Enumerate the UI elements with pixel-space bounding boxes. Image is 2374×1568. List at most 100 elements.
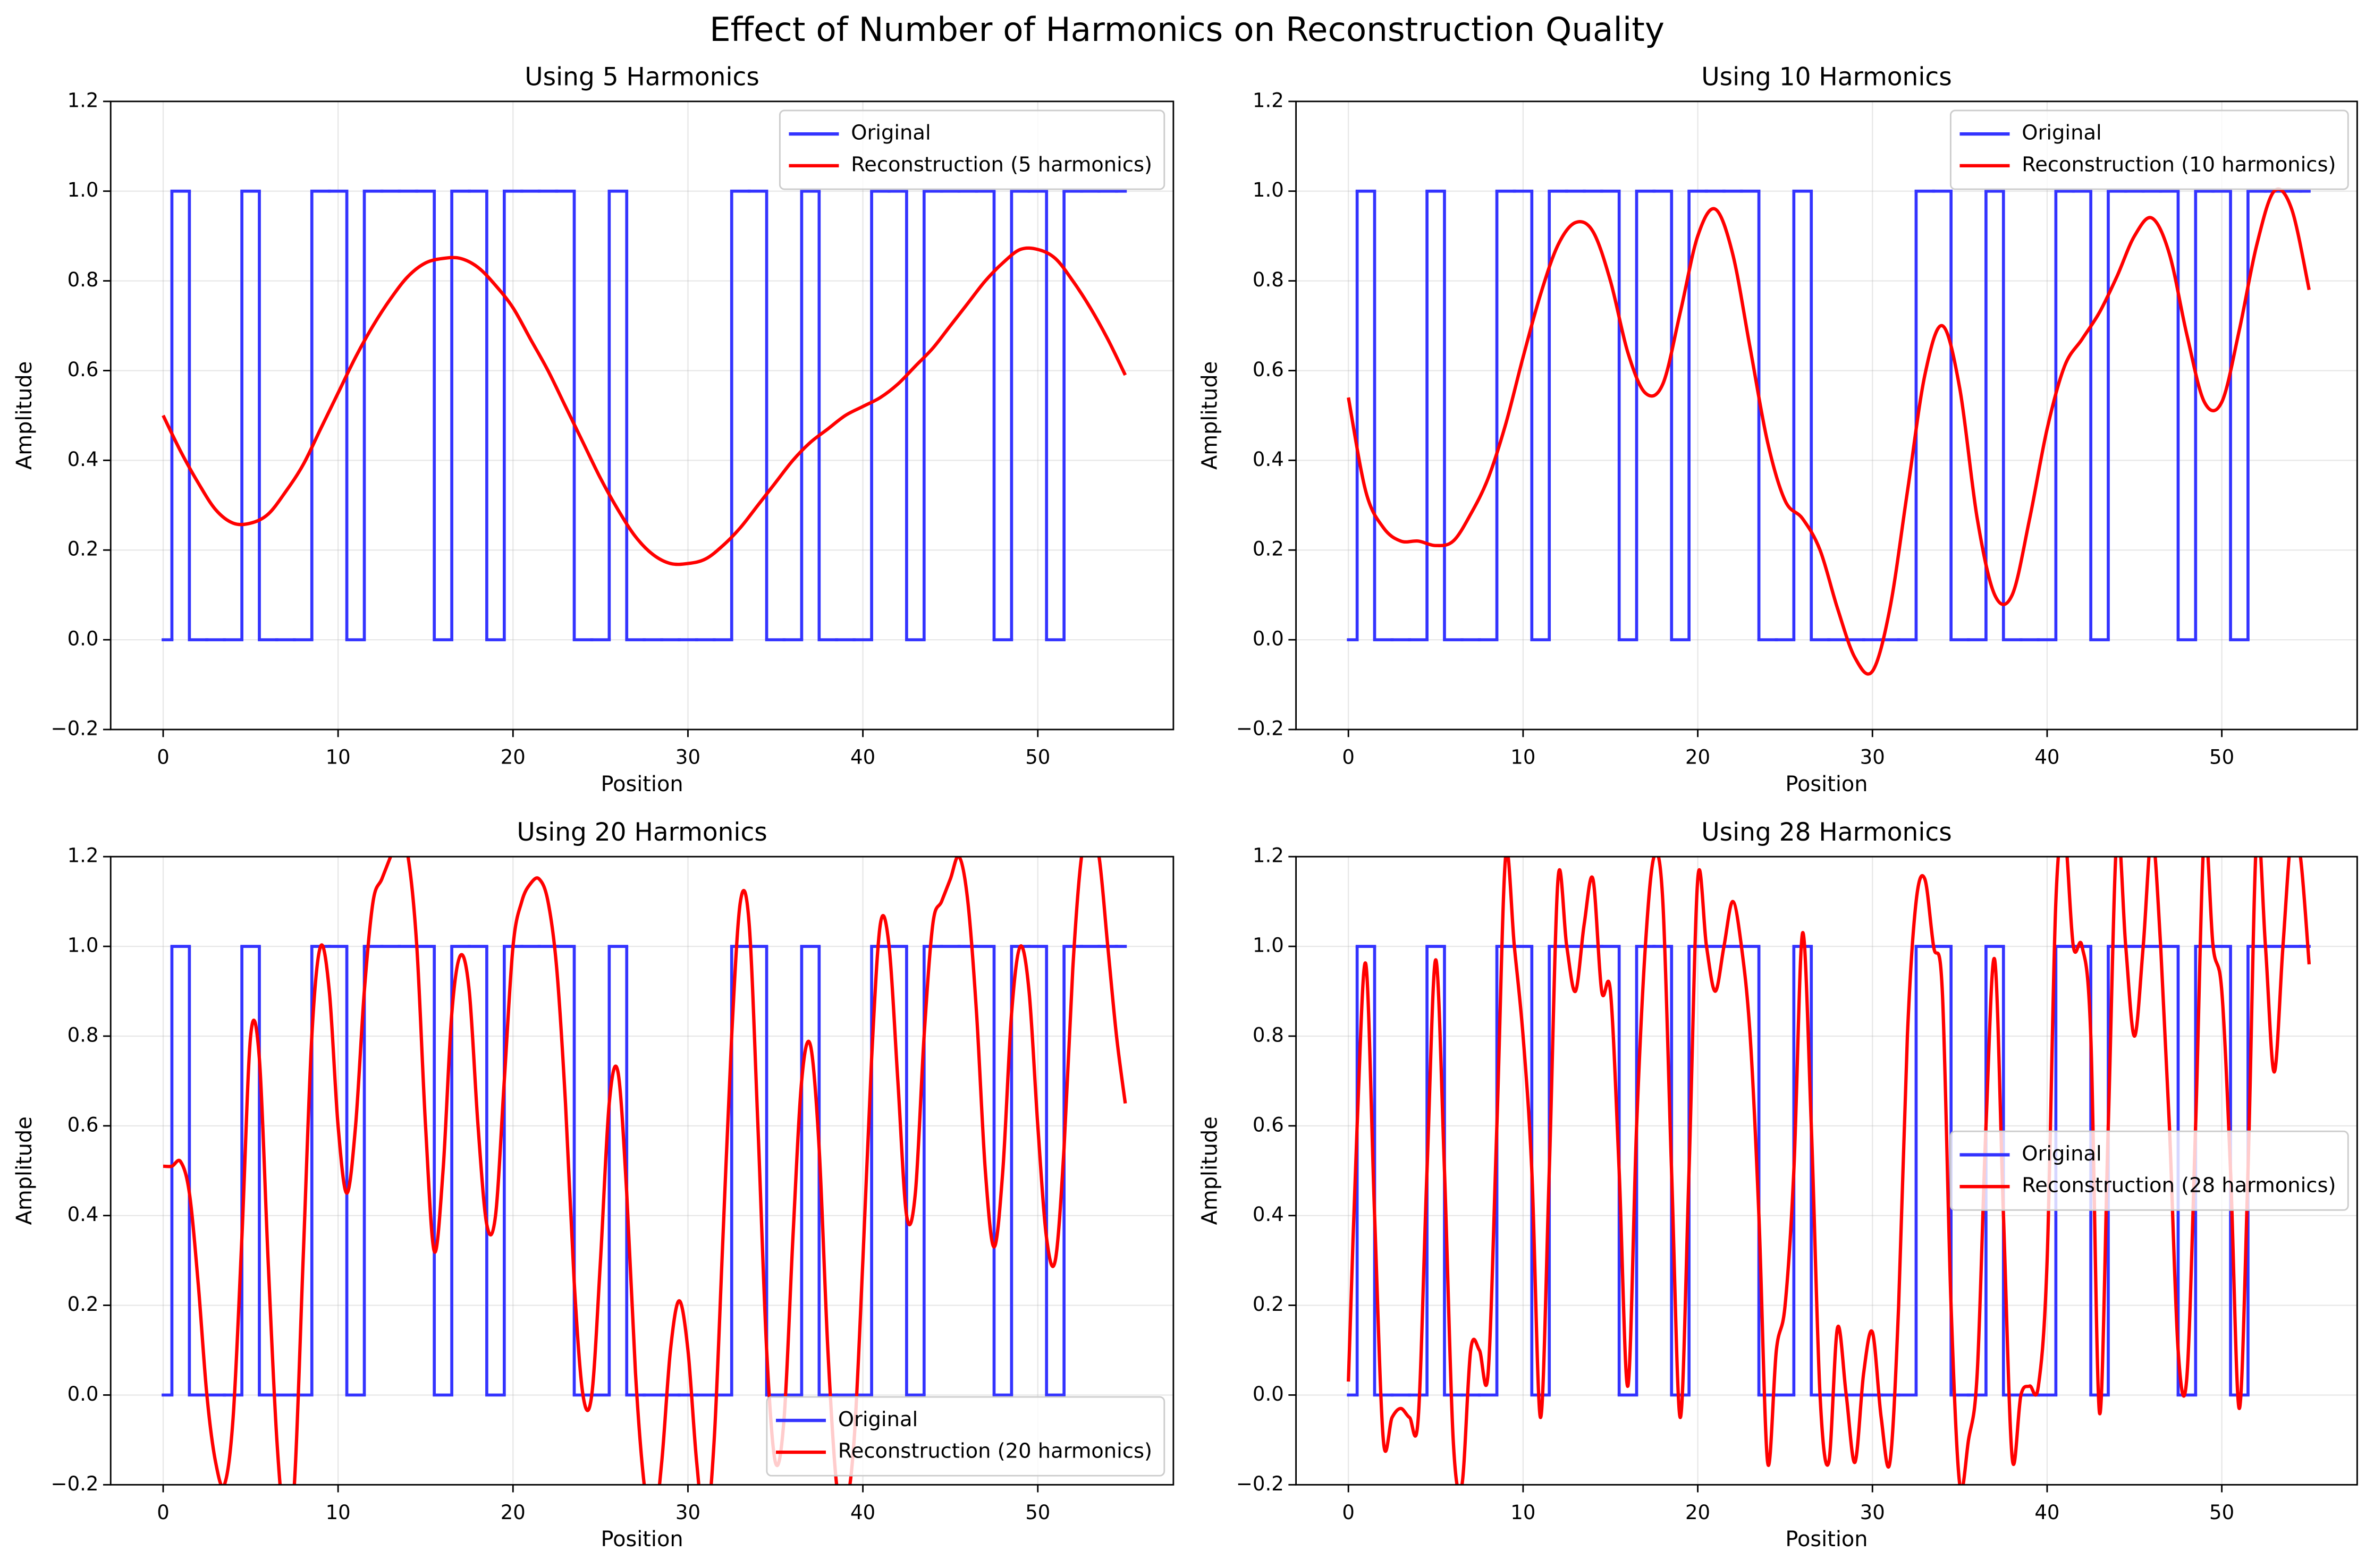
x-axis-label: Position — [601, 772, 683, 796]
y-tick-label: 0.8 — [1253, 268, 1284, 291]
x-tick-label: 10 — [326, 1501, 351, 1524]
subplot: 0 10 20 30 40 50 −0.2 0.0 0.2 0.4 0.6 0.8 1.0 1.2 Usin… — [12, 63, 1175, 796]
y-tick-label: 1.0 — [1253, 179, 1284, 201]
legend-box — [1949, 109, 2349, 190]
legend-label: Reconstruction (5 harmonics) — [851, 152, 1152, 176]
reconstruction-line — [1347, 857, 2311, 1485]
y-tick-label: 0.0 — [67, 628, 99, 650]
legend-box — [1949, 1130, 2349, 1211]
step-riser — [170, 191, 1066, 640]
legend-label: Reconstruction (28 harmonics) — [2022, 1174, 2336, 1198]
y-tick-label: 1.2 — [67, 89, 99, 112]
x-tick-label: 50 — [2209, 746, 2234, 769]
x-axis-label: Position — [601, 1527, 683, 1552]
y-tick-label: −0.2 — [1236, 1472, 1284, 1495]
x-tick-label: 10 — [326, 746, 351, 769]
y-tick-label: 1.2 — [1253, 844, 1284, 867]
y-axis-label: Amplitude — [12, 1116, 37, 1225]
x-tick-label: 20 — [501, 1501, 526, 1524]
y-tick-label: 1.2 — [67, 844, 99, 867]
y-tick-label: 0.6 — [67, 1113, 99, 1136]
x-tick-label: 10 — [1510, 1501, 1535, 1524]
y-tick-label: 1.0 — [1253, 934, 1284, 957]
legend: Original Reconstruction (20 harmonics) — [766, 1396, 1165, 1477]
axes-frame — [1295, 855, 2358, 1486]
legend-label: Original — [851, 121, 931, 145]
x-tick-label: 40 — [850, 746, 875, 769]
x-tick-label: 30 — [675, 746, 700, 769]
plot-area — [162, 857, 1127, 1485]
y-tick-label: 0.2 — [67, 538, 99, 561]
step-riser — [1355, 191, 2250, 640]
y-tick-label: 1.0 — [67, 934, 99, 957]
x-tick-label: 0 — [1342, 746, 1355, 769]
x-tick-label: 0 — [157, 1501, 170, 1524]
y-tick-label: −0.2 — [1236, 717, 1284, 740]
reconstruction-line — [162, 246, 1127, 566]
legend: Original Reconstruction (5 harmonics) — [779, 109, 1165, 190]
legend-box — [779, 109, 1165, 190]
y-tick-label: 0.8 — [1253, 1023, 1284, 1046]
legend-label: Reconstruction (20 harmonics) — [838, 1439, 1152, 1463]
axes-frame — [109, 100, 1175, 731]
subplot-title: Using 20 Harmonics — [517, 818, 767, 847]
reconstruction-line — [1347, 187, 2311, 676]
y-tick-label: 0.6 — [1253, 358, 1284, 381]
legend: Original Reconstruction (28 harmonics) — [1949, 1130, 2349, 1211]
y-tick-label: 0.6 — [1253, 1113, 1284, 1136]
subplot-title: Using 28 Harmonics — [1701, 818, 1951, 847]
legend-label: Original — [838, 1408, 918, 1431]
x-tick-label: 50 — [1025, 746, 1050, 769]
axes-frame — [109, 855, 1175, 1486]
y-tick-label: 0.4 — [67, 1203, 99, 1226]
y-axis-label: Amplitude — [12, 361, 37, 470]
y-tick-label: 1.2 — [1253, 89, 1284, 112]
x-tick-label: 20 — [1685, 1501, 1710, 1524]
subplot-title: Using 10 Harmonics — [1701, 63, 1951, 92]
y-tick-label: 0.6 — [67, 358, 99, 381]
x-tick-label: 0 — [1342, 1501, 1355, 1524]
reconstruction-line — [163, 857, 1127, 1485]
x-tick-label: 30 — [1860, 746, 1885, 769]
y-tick-label: 1.0 — [67, 179, 99, 201]
x-tick-label: 10 — [1510, 746, 1535, 769]
legend-box — [766, 1396, 1165, 1477]
x-tick-label: 40 — [2034, 746, 2059, 769]
x-tick-label: 40 — [2034, 1501, 2059, 1524]
x-axis-label: Position — [1785, 1527, 1868, 1552]
plot-area — [1347, 187, 2311, 676]
y-tick-label: −0.2 — [51, 1472, 99, 1495]
y-tick-label: 0.2 — [67, 1293, 99, 1316]
plot-area — [162, 189, 1127, 641]
x-tick-label: 30 — [1860, 1501, 1885, 1524]
y-tick-label: 0.2 — [1253, 538, 1284, 561]
axes-frame — [1295, 100, 2358, 731]
x-tick-label: 40 — [850, 1501, 875, 1524]
y-axis-label: Amplitude — [1198, 1116, 1222, 1225]
x-axis-label: Position — [1785, 772, 1868, 796]
y-tick-label: 0.8 — [67, 268, 99, 291]
y-tick-label: 0.4 — [67, 448, 99, 471]
figure-title: Effect of Number of Harmonics on Reconst… — [709, 10, 1665, 49]
y-tick-label: 0.4 — [1253, 448, 1284, 471]
y-axis-label: Amplitude — [1198, 361, 1222, 470]
subplot: 0 10 20 30 40 50 −0.2 0.0 0.2 0.4 0.6 0.8 1.0 1.2 Usin… — [1198, 63, 2358, 796]
y-tick-label: 0.0 — [1253, 628, 1284, 650]
x-tick-label: 20 — [501, 746, 526, 769]
legend-label: Reconstruction (10 harmonics) — [2022, 152, 2336, 176]
x-tick-label: 30 — [675, 1501, 700, 1524]
x-tick-label: 50 — [2209, 1501, 2234, 1524]
y-tick-label: −0.2 — [51, 717, 99, 740]
x-tick-label: 20 — [1685, 746, 1710, 769]
subplot-title: Using 5 Harmonics — [525, 63, 759, 92]
y-tick-label: 0.0 — [67, 1383, 99, 1405]
subplot: 0 10 20 30 40 50 −0.2 0.0 0.2 0.4 0.6 0.8 1.0 1.2 Usin… — [1198, 818, 2358, 1552]
y-tick-label: 0.4 — [1253, 1203, 1284, 1226]
subplot: 0 10 20 30 40 50 −0.2 0.0 0.2 0.4 0.6 0.8 1.0 1.2 Usin… — [12, 818, 1175, 1552]
x-tick-label: 0 — [157, 746, 170, 769]
x-tick-label: 50 — [1025, 1501, 1050, 1524]
y-tick-label: 0.2 — [1253, 1293, 1284, 1316]
